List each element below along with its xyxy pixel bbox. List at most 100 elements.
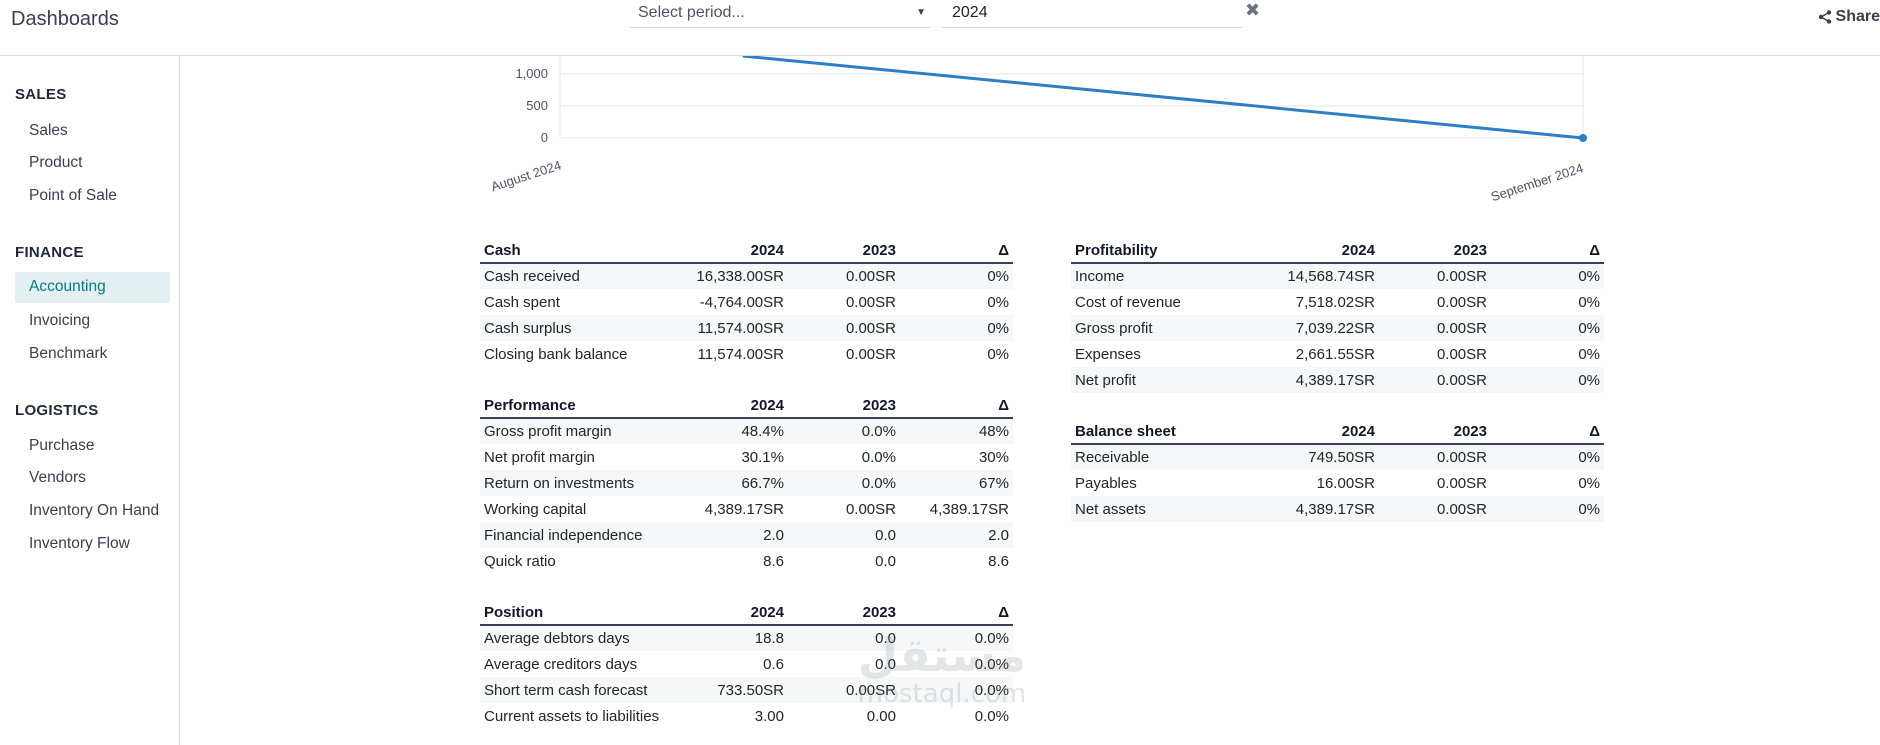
table-header: Performance <box>480 393 676 419</box>
cell-value: 7,039.22SR <box>1267 315 1379 341</box>
row-label: Return on investments <box>480 470 676 496</box>
cell-value: 11,574.00SR <box>676 315 788 341</box>
table-header: Position <box>480 600 676 626</box>
main-content: 1,000 500 0 August 2024 September 2024 C… <box>181 54 1880 745</box>
cell-value: 0.0 <box>788 625 900 651</box>
cell-value: 0% <box>1578 345 1600 363</box>
sidebar-item-vendors[interactable]: Vendors <box>29 469 86 486</box>
table-row: Short term cash forecast 733.50SR 0.00SR… <box>480 677 1013 703</box>
cell-value: 67% <box>900 470 1013 496</box>
table-row: Current assets to liabilities 3.00 0.00 … <box>480 703 1013 729</box>
y-tick-label: 500 <box>526 98 548 113</box>
year-filter-input[interactable]: 2024 <box>942 2 1242 28</box>
cell-value: 0% <box>1491 315 1604 341</box>
cell-value: 0.6 <box>763 655 784 673</box>
table-header-row: Balance sheet 2024 2023 Δ <box>1071 419 1604 445</box>
sidebar-item-inventory-flow[interactable]: Inventory Flow <box>29 535 130 552</box>
sidebar-section-sales: SALES <box>15 86 67 103</box>
sidebar-item-point-of-sale[interactable]: Point of Sale <box>29 187 117 204</box>
cell-value: 0.0% <box>900 677 1013 703</box>
row-label: Expenses <box>1075 345 1141 363</box>
series-point <box>1579 134 1587 142</box>
cell-value: 7,518.02SR <box>1295 293 1375 311</box>
table-row: Receivable 749.50SR 0.00SR 0% <box>1071 444 1604 470</box>
table-row: Expenses 2,661.55SR 0.00SR 0% <box>1071 341 1604 367</box>
cell-value: 4,389.17SR <box>929 500 1009 518</box>
cell-value: 2,661.55SR <box>1295 345 1375 363</box>
table-header-row: Profitability 2024 2023 Δ <box>1071 238 1604 264</box>
sidebar-section-finance: FINANCE <box>15 244 84 261</box>
cell-value: 0.00SR <box>788 677 900 703</box>
cell-value: 48.4% <box>676 418 788 444</box>
row-label: Cash spent <box>484 293 560 311</box>
cell-value: 14,568.74SR <box>1267 263 1379 289</box>
cell-value: 0.00SR <box>1379 444 1491 470</box>
app-title: Dashboards <box>11 8 119 30</box>
sidebar-item-sales[interactable]: Sales <box>29 122 68 139</box>
table-row: Return on investments 66.7% 0.0% 67% <box>480 470 1013 496</box>
cell-value: 11,574.00SR <box>697 345 784 363</box>
clear-filter-icon[interactable]: ✖ <box>1245 0 1261 20</box>
table-row: Cash surplus 11,574.00SR 0.00SR 0% <box>480 315 1013 341</box>
table-row: Income 14,568.74SR 0.00SR 0% <box>1071 263 1604 289</box>
sidebar-item-benchmark[interactable]: Benchmark <box>29 345 108 362</box>
table-row: Net profit 4,389.17SR 0.00SR 0% <box>1071 367 1604 393</box>
table-header: Cash <box>480 238 676 264</box>
table-header: 2023 <box>1379 419 1491 445</box>
position-table: Position 2024 2023 Δ Average debtors day… <box>480 600 1013 729</box>
cell-value: 0.00SR <box>1379 496 1491 522</box>
cell-value: 3.00 <box>754 707 784 725</box>
cell-value: 8.6 <box>988 552 1009 570</box>
table-header: Profitability <box>1071 238 1267 264</box>
table-row: Gross profit margin 48.4% 0.0% 48% <box>480 418 1013 444</box>
share-button[interactable]: Share <box>1818 8 1880 26</box>
sidebar-item-accounting[interactable]: Accounting <box>15 272 170 303</box>
table-header: 2024 <box>676 393 788 419</box>
sidebar-item-inventory-on-hand[interactable]: Inventory On Hand <box>29 502 160 519</box>
line-chart: 1,000 500 0 August 2024 September 2024 <box>181 54 1880 206</box>
cell-value: 0.00SR <box>845 500 896 518</box>
row-label: Gross profit margin <box>480 418 676 444</box>
cell-value: 4,389.17SR <box>704 500 784 518</box>
performance-table: Performance 2024 2023 Δ Gross profit mar… <box>480 393 1013 574</box>
row-label: Cost of revenue <box>1075 293 1181 311</box>
table-row: Payables 16.00SR 0.00SR 0% <box>1071 470 1604 496</box>
cell-value: 4,389.17SR <box>1267 496 1379 522</box>
table-row: Cash received 16,338.00SR 0.00SR 0% <box>480 263 1013 289</box>
row-label: Cash received <box>480 263 676 289</box>
cell-value: 18.8 <box>676 625 788 651</box>
table-header: 2024 <box>676 238 788 264</box>
line-chart-svg <box>559 54 1587 142</box>
row-label: Average creditors days <box>484 655 638 673</box>
cell-value: 749.50SR <box>1267 444 1379 470</box>
period-select[interactable]: Select period... ▼ <box>630 2 930 28</box>
profitability-table: Profitability 2024 2023 Δ Income 14,568.… <box>1071 238 1604 393</box>
sidebar-item-purchase[interactable]: Purchase <box>29 437 95 454</box>
table-header-row: Performance 2024 2023 Δ <box>480 393 1013 419</box>
table-row: Average creditors days 0.6 0.0 0.0% <box>480 651 1013 677</box>
cell-value: 0% <box>900 315 1013 341</box>
cell-value: 0.0% <box>788 470 900 496</box>
row-label: Gross profit <box>1071 315 1267 341</box>
sidebar-item-invoicing[interactable]: Invoicing <box>29 312 91 329</box>
row-label: Net assets <box>1071 496 1267 522</box>
table-header: Δ <box>900 393 1013 419</box>
share-icon <box>1818 10 1831 24</box>
row-label: Working capital <box>484 500 587 518</box>
table-header: Δ <box>1491 419 1604 445</box>
cell-value: 0.00SR <box>1379 367 1491 393</box>
cell-value: 0.00SR <box>1379 263 1491 289</box>
cell-value: 16.00SR <box>1316 474 1375 492</box>
cell-value: 0.00SR <box>845 345 896 363</box>
sidebar-item-product[interactable]: Product <box>29 154 83 171</box>
cell-value: 30% <box>978 448 1009 466</box>
table-header-row: Cash 2024 2023 Δ <box>480 238 1013 264</box>
table-header: Δ <box>900 600 1013 626</box>
cell-value: 0.0% <box>861 448 896 466</box>
cell-value: 30.1% <box>741 448 784 466</box>
row-label: Closing bank balance <box>484 345 628 363</box>
row-label: Financial independence <box>480 522 676 548</box>
table-header: Δ <box>1491 238 1604 264</box>
cell-value: 0.00SR <box>1436 474 1487 492</box>
cell-value: 0.00SR <box>1436 345 1487 363</box>
